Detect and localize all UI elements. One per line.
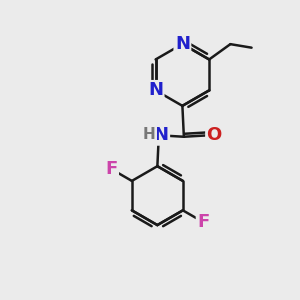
Text: H: H [143, 127, 156, 142]
Text: N: N [175, 35, 190, 53]
Text: F: F [197, 213, 209, 231]
Text: N: N [154, 126, 169, 144]
Text: N: N [148, 81, 163, 99]
Text: O: O [207, 126, 222, 144]
Text: F: F [105, 160, 118, 178]
